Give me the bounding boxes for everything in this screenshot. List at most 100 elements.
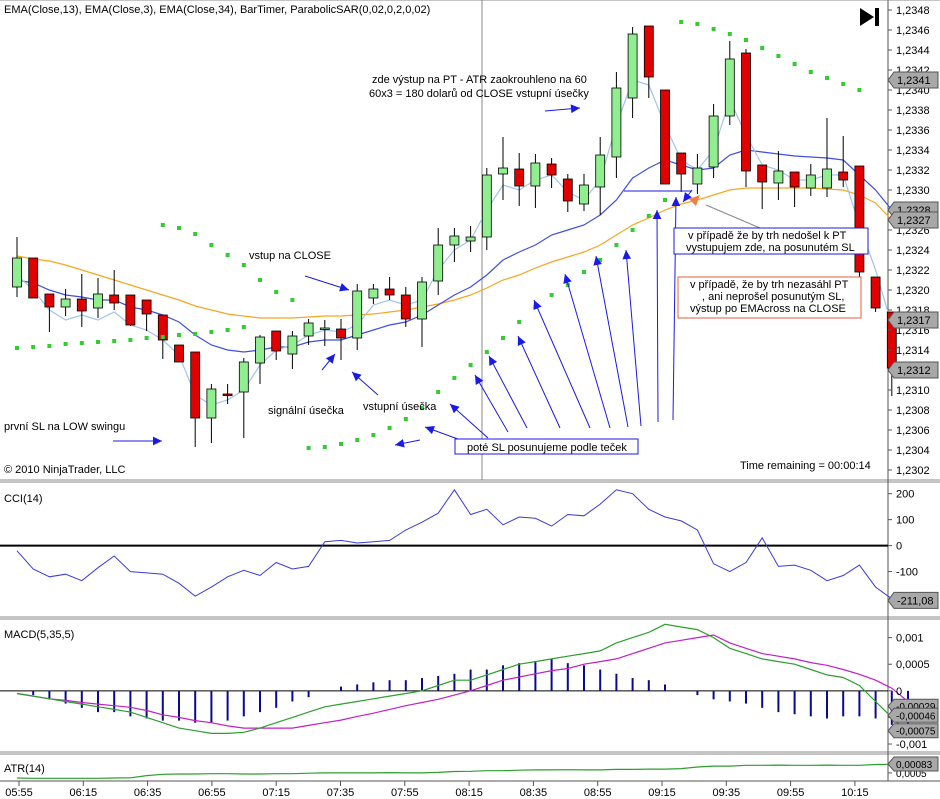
candle-up (692, 167, 703, 185)
candle-down (174, 344, 184, 363)
candle-down (109, 294, 120, 304)
x-tick-label: 10:15 (841, 787, 869, 799)
end-bar-icon[interactable] (875, 8, 879, 26)
candle-up (60, 298, 71, 308)
candle-down (271, 330, 282, 352)
price-tick-label: 1,2338 (896, 105, 930, 117)
atr-value-tag (887, 756, 939, 772)
cci-tick-label: 200 (896, 489, 914, 501)
x-tick-label: 07:35 (327, 787, 355, 799)
arrow-exit-pt-head (570, 104, 580, 114)
sar-dot (15, 346, 19, 350)
sar-dot (371, 433, 376, 437)
sar-dot (241, 263, 246, 267)
candle-up (12, 257, 22, 288)
sar-dot (468, 363, 473, 367)
price-tick-label: 1,2336 (896, 125, 930, 137)
candle-up (206, 388, 217, 419)
cci-value-tag (887, 591, 939, 609)
arrow-sl-trail-shaft (625, 249, 642, 427)
arrow-sl-trail-head (533, 300, 542, 310)
annotation-emacross-frame (677, 276, 862, 319)
price-tick-label: 1,2302 (896, 465, 930, 477)
candle-up (627, 33, 638, 99)
cci-value-label: -211,08 (897, 595, 934, 607)
play-icon[interactable] (860, 8, 874, 26)
macd-value-label: -0,00046 (896, 711, 936, 722)
arrow-entry-bar-head (352, 372, 362, 382)
price-tick-label: 1,2308 (896, 405, 930, 417)
x-tick-label: 08:55 (584, 787, 612, 799)
price-tag-label: 1,2312 (897, 365, 931, 377)
candle-up (449, 235, 460, 246)
price-tick-label: 1,2332 (896, 165, 930, 177)
sar-dot (193, 232, 198, 236)
arrow-sl-trail-head (517, 336, 526, 346)
sar-dot (663, 198, 667, 202)
sar-dot (420, 406, 424, 410)
sar-dot (841, 82, 846, 86)
sar-dot (630, 228, 635, 232)
cci-panel (0, 488, 909, 601)
sar-dot (614, 243, 619, 247)
candle-down (643, 25, 654, 78)
annotation-exit-pt-line1: zde výstup na PT - ATR zaokrouhleno na 6… (372, 74, 587, 86)
arrow-sl-trail-shaft (595, 255, 629, 428)
price-tick-label: 1,2320 (896, 285, 930, 297)
macd-signal-line (16, 634, 909, 729)
x-tick-label: 08:35 (520, 787, 548, 799)
price-tick-label: 1,2344 (896, 45, 930, 57)
candle-down (44, 293, 55, 308)
annotation-emacross-box: v případě, že by trh nezasáhl PT , ani n… (677, 276, 862, 319)
sar-dot (160, 223, 165, 227)
ema-slow-line (16, 187, 893, 319)
annotation-signal-bar: signální úsečka (268, 405, 345, 417)
connector-line (705, 204, 761, 229)
atr-line (16, 763, 909, 779)
annotation-emacross-line1: v případě, že by trh nezasáhl PT (690, 279, 849, 291)
candle-up (611, 87, 622, 158)
sar-dot (209, 243, 214, 247)
arrow-sl-trail-head (563, 274, 572, 284)
price-tick-label: 1,2310 (896, 385, 930, 397)
sar-dot (47, 344, 52, 348)
x-tick-label: 06:55 (198, 787, 226, 799)
annotation-no-pt-line2: vystupujem zde, na posunutém SL (686, 242, 855, 254)
price-tick-label: 1,2306 (896, 425, 930, 437)
price-tick-label: 1,2324 (896, 245, 930, 257)
candle-up (352, 290, 363, 339)
sar-dot (258, 278, 262, 282)
macd-value-tag (887, 707, 939, 723)
arrow-sl-trail-head (671, 197, 681, 207)
cci-line (16, 488, 909, 601)
sar-dot (241, 325, 246, 329)
candle-down (789, 171, 800, 188)
sar-dot (209, 330, 214, 334)
arrow-sl-trail-shaft (474, 374, 509, 433)
arrow-sl-trail-head (652, 210, 662, 220)
sar-dot (549, 293, 554, 297)
price-tag (887, 361, 939, 379)
arrow-sl-trail-head (425, 426, 435, 435)
atr-panel (16, 763, 909, 779)
price-tag-label: 1,2341 (897, 75, 931, 87)
candle-up (595, 154, 606, 188)
sar-dot (274, 290, 279, 294)
sar-dot (322, 445, 327, 449)
go-to-end-button[interactable] (856, 4, 882, 28)
sar-dot (339, 442, 343, 446)
sar-dot (355, 438, 360, 442)
macd-panel (0, 623, 909, 735)
sar-dot (403, 417, 408, 421)
sar-dot (436, 390, 441, 394)
arrow-sl-trail-shaft (533, 299, 591, 429)
sar-dot (646, 214, 651, 218)
x-tick-label: 09:55 (777, 787, 805, 799)
candle-up (481, 174, 492, 238)
arrow-sl-trail-shaft (656, 209, 659, 423)
sar-dot (808, 70, 813, 74)
candle-down (125, 294, 136, 326)
cci-tick-label: -100 (896, 567, 918, 579)
x-tick-label: 05:55 (5, 787, 33, 799)
atr-label: ATR(14) (4, 763, 45, 775)
